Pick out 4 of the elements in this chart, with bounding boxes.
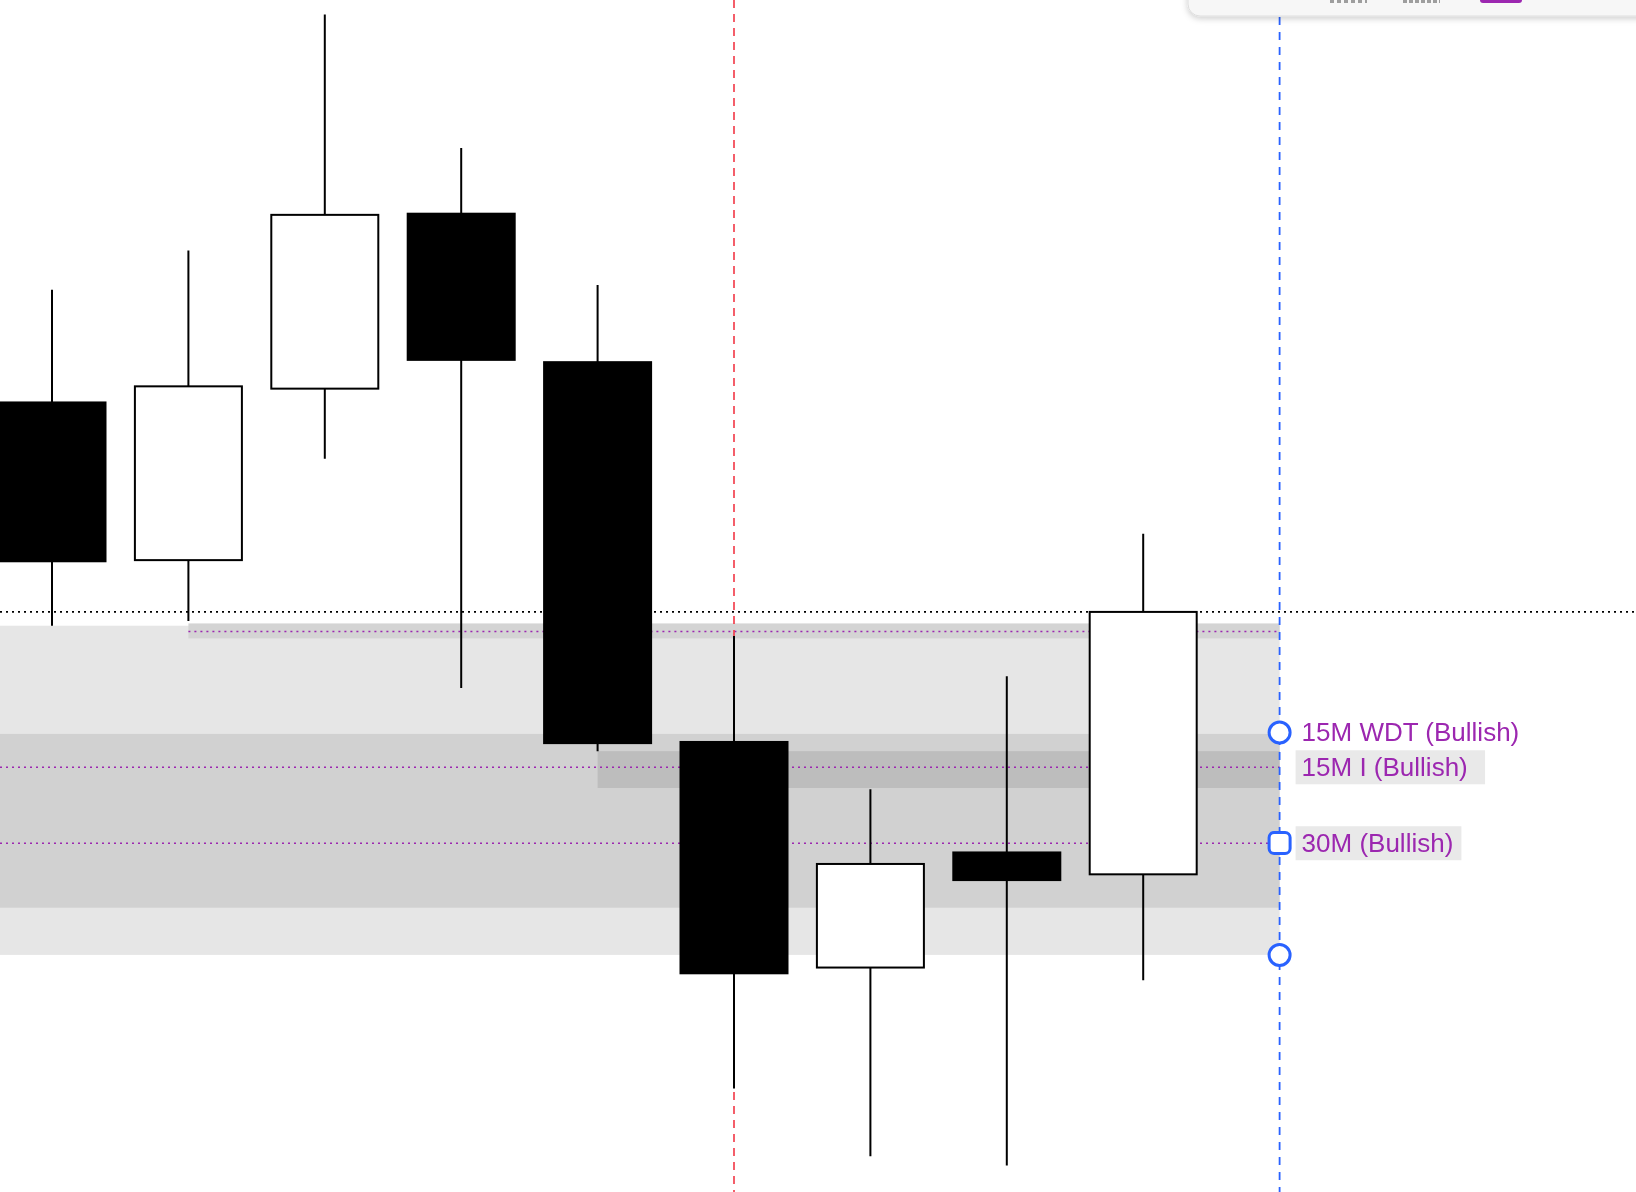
ref-line-label: 30M (Bullish) [1301,828,1454,859]
band-label: 15M WDT (Bullish) [1301,717,1520,748]
candlestick [952,675,1062,1167]
ref-line-label: 15M I (Bullish) [1301,752,1468,783]
